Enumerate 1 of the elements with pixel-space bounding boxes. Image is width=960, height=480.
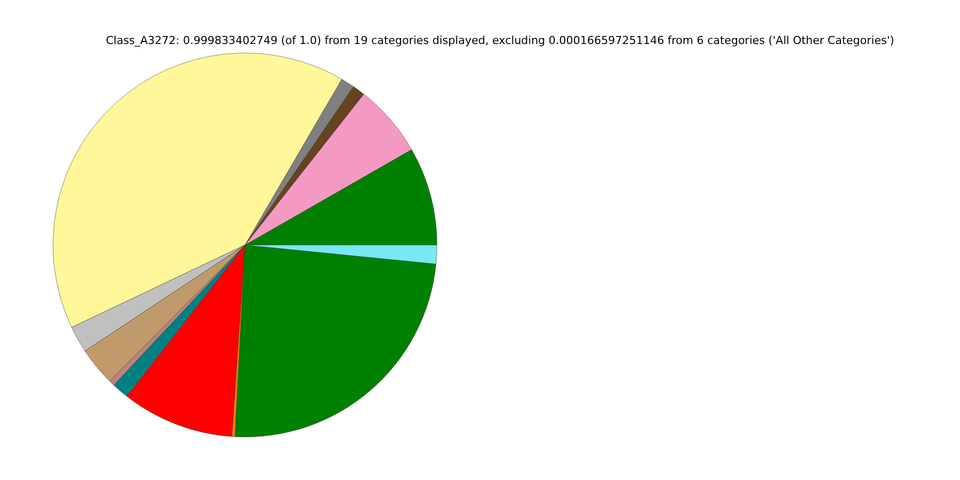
text: Class_A3272: 0.999833402749 (of 1.0) from 19 categories displayed, excluding 0.000166597251146 from 6 categories ('All Other Categories')	[106, 34, 894, 47]
